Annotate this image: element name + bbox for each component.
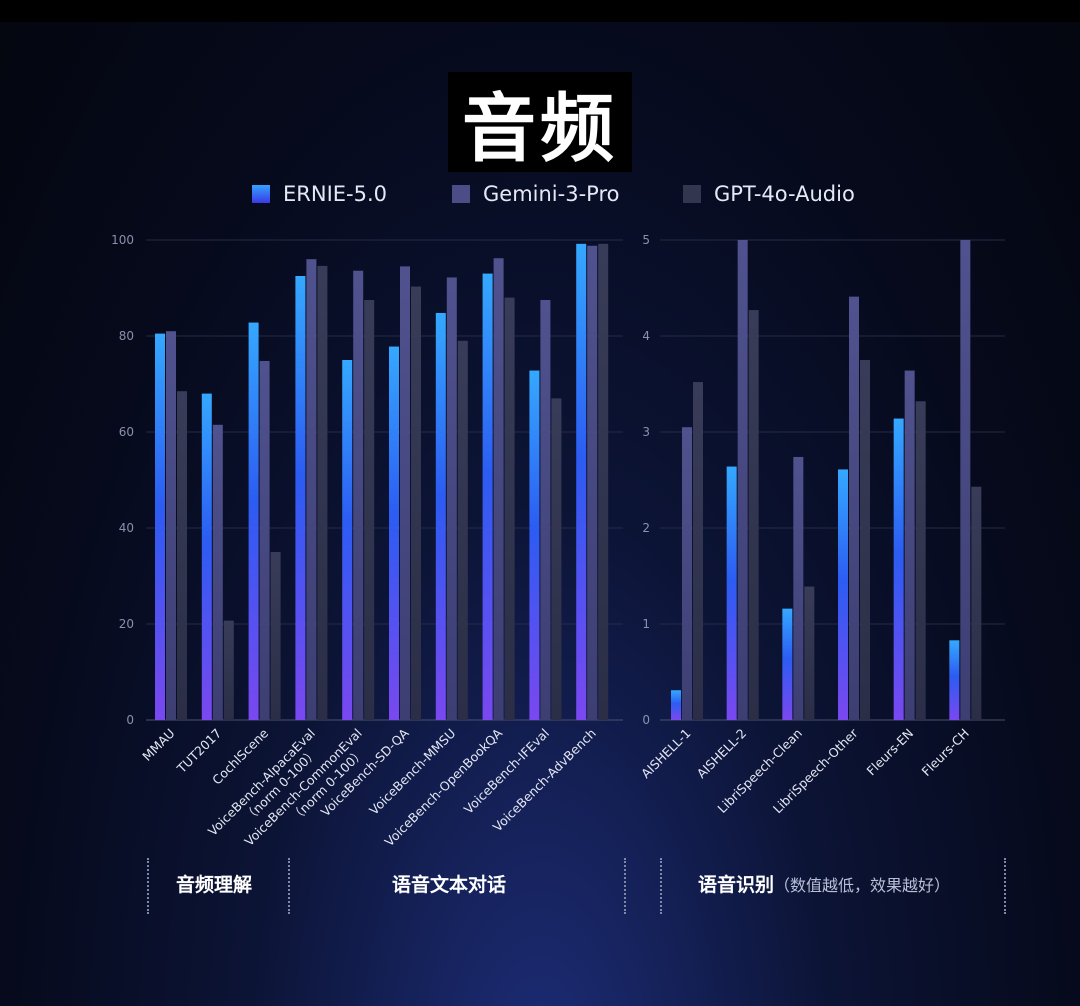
chart2-bar-gpt-4o-audio [804,586,815,720]
legend-swatch-gemini [452,185,470,203]
chart2-y-tick-label: 4 [642,329,650,343]
group-divider-3 [624,858,626,914]
chart2-bar-gemini-3-pro [682,427,692,720]
chart1-bar-gemini-3-pro [446,277,457,720]
chart1-bar-gpt-4o-audio [364,300,375,720]
chart1-bar-gpt-4o-audio [270,552,281,720]
chart2-bar-gpt-4o-audio [971,486,982,720]
chart1-bar-gemini-3-pro [259,360,270,720]
group-label-speech-recognition-main: 语音识别 [698,874,775,896]
chart1-bar-ernie-5.0 [201,393,212,720]
chart1-bar-gemini-3-pro [306,259,317,720]
chart2-y-tick-label: 1 [642,617,650,631]
chart2-x-tick-label: Fleurs-CH [919,726,972,779]
chart1-bar-gpt-4o-audio [223,620,234,720]
group-divider-1 [147,858,149,914]
top-black-bar [0,0,1080,22]
chart1-bar-gpt-4o-audio [411,286,421,720]
chart2-bar-ernie-5.0 [893,418,904,720]
chart2-y-tick-label: 2 [642,521,650,535]
chart2-bar-gpt-4o-audio [915,401,926,720]
legend-item-gemini: Gemini-3-Pro [452,178,619,210]
legend-swatch-gpt [683,185,701,203]
chart1-bar-ernie-5.0 [389,346,399,720]
group-label-speech-text-dialogue: 语音文本对话 [392,874,507,896]
title-box: 音频 [448,72,632,172]
group-divider-4 [660,858,662,914]
legend-label-gpt: GPT-4o-Audio [714,182,855,206]
chart1-bar-gemini-3-pro [212,424,223,720]
chart1-bar-gemini-3-pro [540,300,551,720]
chart2-bar-ernie-5.0 [782,608,793,720]
chart2-bar-gpt-4o-audio [693,382,703,720]
chart2-bar-gpt-4o-audio [860,360,870,720]
chart2-bar-ernie-5.0 [838,469,848,720]
chart1-bar-ernie-5.0 [435,312,446,720]
chart1-y-tick-label: 20 [119,617,134,631]
chart1-bar-ernie-5.0 [248,322,259,720]
chart1-y-tick-label: 80 [119,329,134,343]
chart1-bar-gpt-4o-audio [504,297,515,720]
legend-swatch-ernie [252,185,270,203]
group-divider-5 [1004,858,1006,914]
chart2-bar-gpt-4o-audio [748,310,759,720]
page-title: 音频 [462,85,618,172]
chart2-bar-ernie-5.0 [949,640,960,720]
chart1-bar-gemini-3-pro [493,258,504,720]
chart1-bar-ernie-5.0 [482,273,493,720]
chart1-x-tick-label: VoiceBench-IFEval [461,726,552,817]
legend-item-gpt: GPT-4o-Audio [683,178,855,210]
group-divider-2 [288,858,290,914]
chart1-y-tick-label: 40 [119,521,134,535]
chart1-bar-ernie-5.0 [295,276,306,720]
chart2-y-tick-label: 5 [642,233,650,247]
chart1-bar-gpt-4o-audio [177,391,187,720]
chart1-y-tick-label: 0 [126,713,134,727]
legend-item-ernie: ERNIE-5.0 [252,178,387,210]
chart1-bar-gemini-3-pro [353,270,364,720]
chart2-bar-gemini-3-pro [904,370,915,720]
chart1-y-tick-label: 100 [111,233,134,247]
chart2-bar-ernie-5.0 [726,466,737,720]
chart1-x-tick-label: VoiceBench-MMSU [366,726,458,818]
chart1-bar-ernie-5.0 [342,360,353,720]
chart1-bar-gpt-4o-audio [551,398,562,720]
chart2-bar-gemini-3-pro [849,296,859,720]
chart1-bar-ernie-5.0 [529,370,540,720]
chart1-bar-gpt-4o-audio [457,340,468,720]
chart2-bar-gemini-3-pro [960,240,971,720]
chart1-bar-ernie-5.0 [576,243,587,720]
chart2-x-tick-label: AISHELL-2 [694,726,750,782]
chart1-bar-gemini-3-pro [587,245,598,720]
legend-label-gemini: Gemini-3-Pro [483,182,620,206]
chart1-x-tick-label: MMAU [139,726,177,764]
chart1-bar-gpt-4o-audio [317,265,328,720]
chart1-bar-gpt-4o-audio [598,243,609,720]
chart2-bar-gemini-3-pro [793,456,804,720]
chart2-y-tick-label: 0 [642,713,650,727]
chart2-bar-ernie-5.0 [671,690,681,720]
chart1-bar-ernie-5.0 [155,333,165,720]
group-label-audio-understanding: 音频理解 [176,874,253,896]
chart2-x-tick-label: AISHELL-1 [638,726,694,782]
group-label-speech-recognition: 语音识别（数值越低，效果越好） [698,870,950,897]
chart1-y-tick-label: 60 [119,425,134,439]
chart1-bar-gemini-3-pro [166,331,176,720]
legend-label-ernie: ERNIE-5.0 [283,182,388,206]
group-label-speech-recognition-note: （数值越低，效果越好） [774,876,951,895]
chart2-x-tick-label: Fleurs-EN [863,726,916,779]
chart1-bar-gemini-3-pro [400,266,410,720]
chart2-y-tick-label: 3 [642,425,650,439]
legend: ERNIE-5.0 Gemini-3-Pro GPT-4o-Audio [0,178,1080,210]
chart2-bar-gemini-3-pro [737,240,748,720]
